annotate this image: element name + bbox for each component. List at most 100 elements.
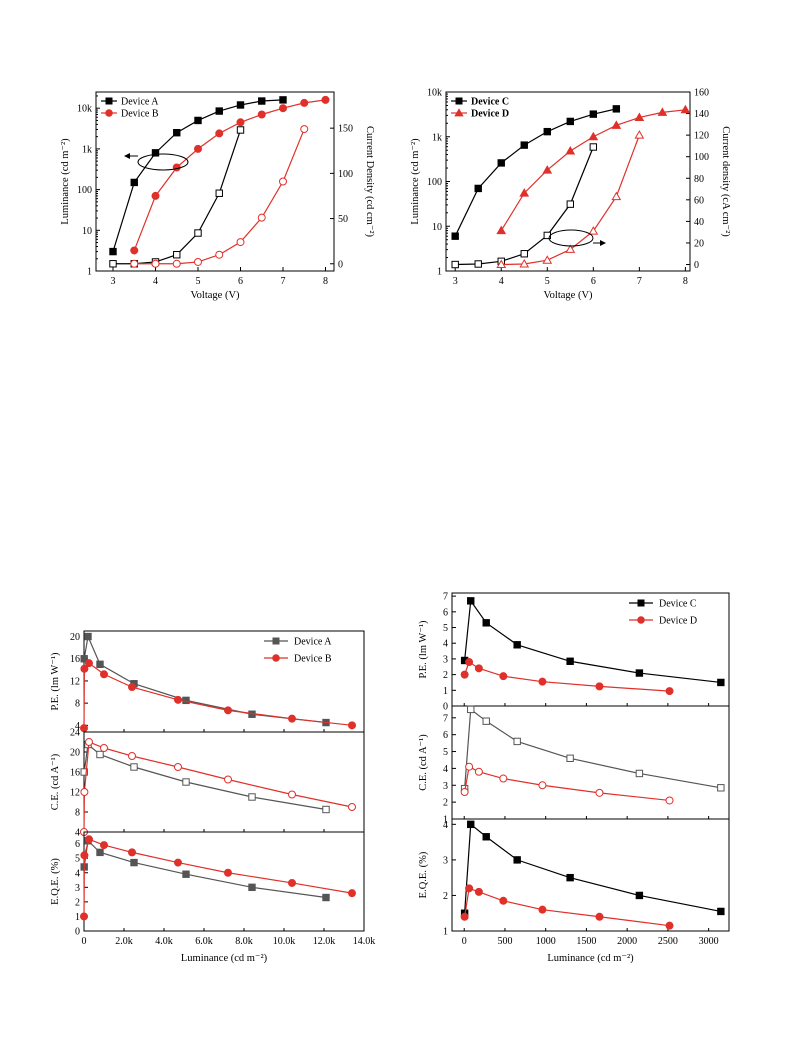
panel-frame	[451, 592, 730, 707]
panel1-series-point-1-3	[499, 774, 508, 783]
series-point-1-2	[542, 165, 553, 174]
x-axis-label: Luminance (cd m⁻²)	[181, 953, 268, 964]
y-tick-label: 4	[443, 820, 448, 831]
panel-frame	[451, 818, 730, 932]
series-point-3-6	[257, 213, 266, 222]
panel2-series-point-0-2	[96, 848, 104, 857]
panel1-series-point-1-5	[174, 763, 182, 771]
panel1-series-point-1-8	[348, 803, 356, 811]
panel2-series-point-0-5	[635, 891, 644, 900]
x-tick-label: 5	[196, 276, 201, 287]
series-point-1-1	[519, 188, 530, 197]
series-point-1-3	[194, 144, 202, 153]
panel-0: 4 8 12 16 20 P.E. (lm W⁻¹)	[50, 630, 365, 733]
chart-luminance-jv-cd: 3 4 5 6 7 8 1 10 100 1k 10k 0 20 40 60 80 100 120 140 160 Vo…	[410, 88, 731, 302]
series-point-1-8	[300, 98, 309, 107]
legend-label: Device B	[294, 654, 332, 665]
panel0-series-point-1-6	[224, 706, 232, 715]
panel0-series-point-1-6	[665, 687, 674, 696]
y-tick-label: 2	[75, 897, 80, 908]
panel0-series-point-1-5	[174, 695, 182, 704]
y-tick-label: 3	[443, 855, 448, 866]
panel-2: 0 1 2 3 4 5 6 E.Q.E. (%)	[50, 831, 365, 938]
y-tick-label: 12	[70, 788, 80, 799]
panel2-series-point-1-6	[224, 868, 232, 877]
panel2-series-point-1-4	[128, 848, 136, 857]
series-point-0-7	[258, 97, 266, 105]
x-tick-label: 8	[323, 276, 328, 287]
panel0-series-point-1-5	[595, 682, 604, 691]
y-tick-label: 1	[443, 927, 448, 938]
series-point-1-8	[680, 104, 691, 114]
y-tick-label: 4	[75, 868, 80, 879]
series-point-0-6	[589, 110, 598, 118]
y-tick-label: 10	[432, 222, 442, 233]
legend-label: Device A	[121, 97, 159, 108]
x-tick-label: 8.0k	[235, 936, 253, 947]
series-point-1-4	[588, 131, 599, 141]
series-point-3-8	[300, 125, 309, 134]
panel1-series-point-1-1	[465, 762, 474, 771]
series-point-1-6	[257, 110, 266, 119]
series-point-0-5	[215, 107, 223, 115]
panel1-series-point-0-3	[513, 737, 521, 746]
plot-frame	[95, 91, 335, 272]
series-point-1-0	[130, 246, 139, 255]
y2-axis-label: Current Density (cd cm⁻²)	[364, 126, 375, 238]
y-tick-label: 3	[443, 654, 448, 665]
panel1-series-point-0-4	[182, 778, 190, 786]
panel0-series-point-1-1	[465, 658, 474, 667]
panel2-series-point-1-0	[460, 912, 469, 921]
x-tick-label: 7	[637, 276, 642, 287]
x-tick-label: 1500	[576, 936, 596, 947]
y-tick-label: 1k	[432, 132, 442, 143]
series-point-1-7	[657, 107, 668, 116]
series-point-2-5	[215, 189, 223, 197]
series-point-3-4	[588, 226, 599, 235]
y-tick-label: 10k	[427, 88, 442, 99]
y2-tick-label: 60	[694, 195, 704, 206]
panel2-series-point-0-3	[130, 858, 138, 867]
series-point-0-3	[520, 141, 528, 149]
x-tick-label: 6	[591, 276, 596, 287]
y2-tick-label: 160	[694, 88, 709, 99]
panel2-series-point-0-2	[482, 833, 490, 841]
panel2-series-point-1-8	[348, 889, 356, 898]
series-point-3-7	[279, 177, 287, 186]
y2-tick-label: 100	[338, 169, 353, 180]
series-point-0-6	[236, 101, 245, 109]
panel0-series-point-1-4	[128, 683, 136, 692]
series-point-3-2	[542, 255, 553, 264]
y-tick-label: 1	[75, 912, 80, 923]
panel0-series-point-1-4	[538, 677, 547, 686]
series-point-1-1	[151, 191, 160, 200]
series-point-1-9	[321, 95, 330, 104]
y2-tick-label: 40	[694, 217, 704, 228]
panel1-series-point-0-5	[248, 793, 256, 801]
x-axis-label: Voltage (V)	[190, 290, 240, 301]
panel1-series-point-0-3	[130, 763, 138, 771]
x-tick-label: 3	[453, 276, 458, 287]
series-point-3-3	[565, 244, 576, 253]
legend-marker	[105, 97, 113, 105]
series-point-2-6	[589, 143, 598, 151]
series-point-2-4	[194, 229, 202, 237]
series-point-0-1	[130, 178, 138, 187]
panel0-series-point-0-4	[182, 696, 190, 705]
legend-label: Device D	[659, 616, 697, 627]
legend-marker	[105, 109, 113, 117]
y-tick-label: 3	[75, 883, 80, 894]
panel0-series-point-1-3	[100, 670, 108, 679]
panel-1: 1 2 3 4 5 6 7 C.E. (cd A⁻¹)	[418, 705, 730, 826]
series-point-3-5	[236, 238, 245, 247]
x-tick-label: 0	[462, 936, 467, 947]
y-tick-label: 6	[75, 839, 80, 850]
x-tick-label: 0	[82, 936, 87, 947]
y-tick-label: 4	[443, 639, 448, 650]
legend-label: Device D	[471, 109, 509, 120]
series-point-3-6	[634, 130, 645, 139]
panel1-series-point-1-6	[224, 775, 232, 784]
panel1-series-point-1-4	[128, 752, 136, 760]
panel2-series-point-1-6	[665, 921, 674, 930]
y-tick-label: 7	[443, 713, 448, 724]
